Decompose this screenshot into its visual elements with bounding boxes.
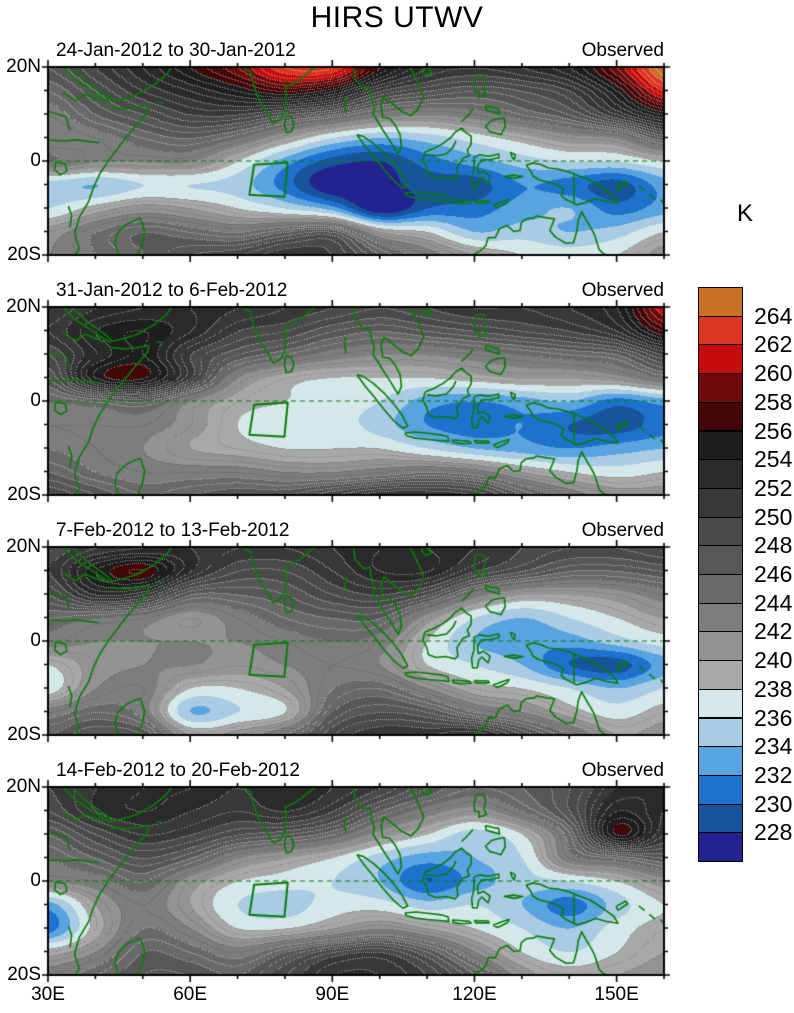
panel-source-label: Observed bbox=[581, 520, 664, 541]
colorbar-tick-label: 234 bbox=[754, 733, 793, 760]
colorbar-tick-label: 244 bbox=[754, 589, 793, 616]
colorbar-cell bbox=[698, 373, 743, 403]
colorbar-cell bbox=[698, 688, 743, 719]
colorbar-cell bbox=[698, 287, 743, 317]
colorbar-cell bbox=[698, 401, 743, 432]
y-axis-tick-label: 20N bbox=[6, 296, 41, 317]
colorbar-cell bbox=[698, 803, 743, 834]
map-panel-canvas bbox=[40, 299, 672, 503]
panel-date-range: 7-Feb-2012 to 13-Feb-2012 bbox=[56, 520, 290, 541]
colorbar-tick-label: 240 bbox=[754, 647, 793, 674]
y-axis-tick-label: 20N bbox=[6, 56, 41, 77]
colorbar-cell bbox=[698, 487, 743, 518]
colorbar-cell bbox=[698, 832, 743, 862]
x-axis-tick-label: 30E bbox=[31, 984, 65, 1005]
y-axis-tick-label: 0 bbox=[30, 630, 41, 651]
colorbar-cell bbox=[698, 602, 743, 633]
colorbar-tick-label: 236 bbox=[754, 704, 793, 731]
colorbar-cell bbox=[698, 516, 743, 547]
colorbar-cell bbox=[698, 459, 743, 489]
colorbar-units-label: K bbox=[736, 200, 753, 227]
figure-title: HIRS UTWV bbox=[310, 1, 484, 34]
colorbar-tick-label: 258 bbox=[754, 388, 793, 415]
colorbar-tick-label: 260 bbox=[754, 360, 793, 387]
map-panel-canvas bbox=[40, 779, 672, 983]
map-panel-canvas bbox=[40, 59, 672, 263]
colorbar-tick-label: 232 bbox=[754, 761, 793, 788]
colorbar-tick-label: 228 bbox=[754, 819, 793, 846]
panel-source-label: Observed bbox=[581, 40, 664, 61]
colorbar-tick-label: 264 bbox=[754, 302, 793, 329]
y-axis-tick-label: 20S bbox=[7, 964, 41, 985]
colorbar-tick-label: 252 bbox=[754, 474, 793, 501]
colorbar-cell bbox=[698, 574, 743, 604]
colorbar-cell bbox=[698, 631, 743, 662]
y-axis-tick-label: 0 bbox=[30, 870, 41, 891]
y-axis-tick-label: 20S bbox=[7, 724, 41, 745]
colorbar-cell bbox=[698, 774, 743, 805]
panel-date-range: 31-Jan-2012 to 6-Feb-2012 bbox=[56, 280, 288, 301]
colorbar-tick-label: 262 bbox=[754, 331, 793, 358]
colorbar-tick-label: 246 bbox=[754, 561, 793, 587]
colorbar-tick-label: 230 bbox=[754, 790, 793, 817]
colorbar-cell bbox=[698, 660, 743, 690]
colorbar-tick-label: 248 bbox=[754, 532, 793, 559]
colorbar-tick-label: 238 bbox=[754, 675, 793, 702]
colorbar-tick-label: 242 bbox=[754, 618, 793, 645]
y-axis-tick-label: 0 bbox=[30, 150, 41, 171]
colorbar-cell bbox=[698, 717, 743, 748]
y-axis-tick-label: 20S bbox=[7, 244, 41, 265]
x-axis-tick-label: 90E bbox=[315, 984, 350, 1005]
panel-source-label: Observed bbox=[581, 280, 664, 301]
panel-source-label: Observed bbox=[581, 760, 664, 781]
colorbar-cell bbox=[698, 545, 743, 575]
x-axis-tick-label: 150E bbox=[594, 984, 639, 1005]
colorbar-cell bbox=[698, 746, 743, 776]
y-axis-tick-label: 20S bbox=[7, 484, 41, 505]
colorbar-cell bbox=[698, 430, 743, 461]
panel-date-range: 14-Feb-2012 to 20-Feb-2012 bbox=[56, 760, 300, 781]
colorbar-cell bbox=[698, 315, 743, 346]
map-panel-canvas bbox=[40, 539, 672, 743]
y-axis-tick-label: 20N bbox=[6, 536, 41, 557]
colorbar-tick-label: 256 bbox=[754, 417, 793, 444]
y-axis-tick-label: 20N bbox=[6, 776, 41, 797]
panel-date-range: 24-Jan-2012 to 30-Jan-2012 bbox=[56, 40, 296, 61]
x-axis-tick-label: 120E bbox=[452, 984, 497, 1005]
colorbar-tick-label: 254 bbox=[754, 446, 793, 473]
x-axis-tick-label: 60E bbox=[173, 984, 208, 1005]
colorbar-cell bbox=[698, 344, 743, 375]
colorbar-tick-label: 250 bbox=[754, 503, 793, 530]
y-axis-tick-label: 0 bbox=[30, 390, 41, 411]
